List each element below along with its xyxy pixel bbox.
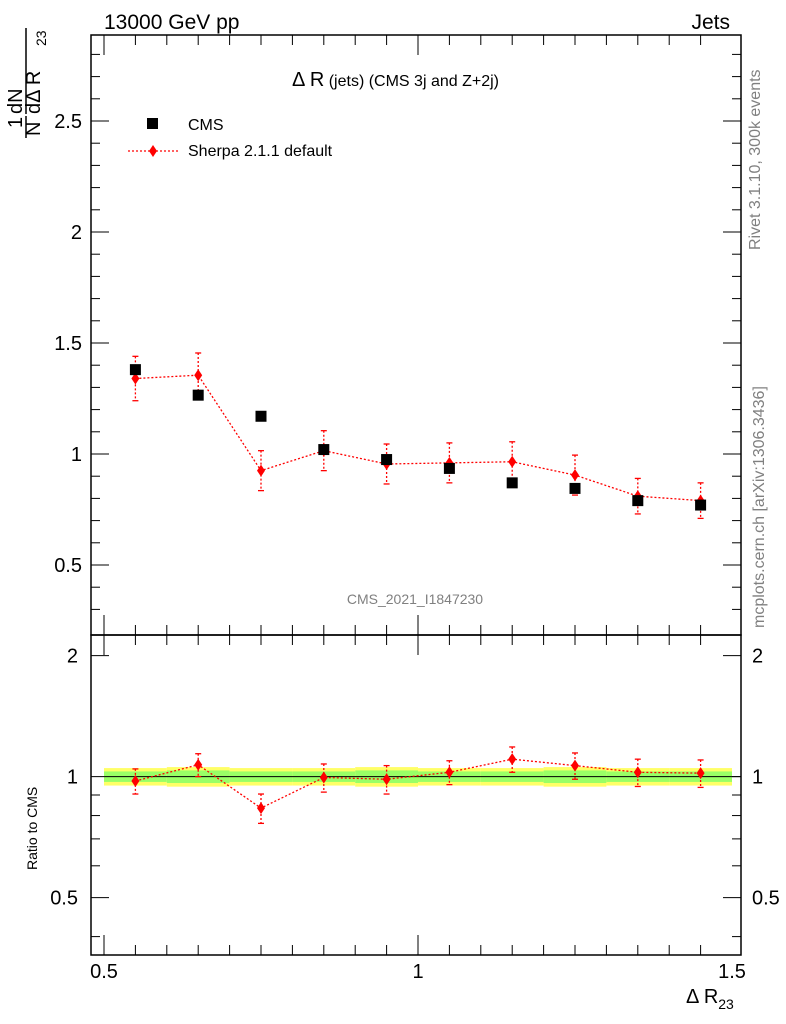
legend-cms-label: CMS	[188, 117, 224, 134]
xtick-label: 1.5	[718, 961, 746, 983]
ratio-ytick-label-right: 0.5	[752, 888, 780, 910]
legend-sherpa-label: Sherpa 2.1.1 default	[188, 143, 333, 160]
mc-connecting-line	[135, 374, 701, 502]
main-cms-series	[129, 364, 707, 511]
cms-point	[381, 454, 393, 466]
main-sherpa-series	[131, 352, 705, 520]
cms-point	[632, 495, 644, 507]
mc-point	[571, 759, 579, 772]
mcplots-label: mcplots.cern.ch [arXiv:1306.3436]	[751, 386, 768, 628]
svg-text:dN: dN	[5, 88, 27, 114]
main-ytick-label: 1.5	[54, 333, 82, 355]
cms-point	[506, 477, 518, 489]
mc-point	[445, 766, 454, 779]
header-energy: 13000 GeV pp	[104, 11, 239, 34]
mc-point	[508, 753, 517, 766]
cms-point	[569, 482, 581, 494]
ratio-ytick-label: 0.5	[50, 888, 78, 910]
ratio-sherpa-series	[131, 746, 705, 825]
mc-point	[257, 464, 265, 477]
main-axis-ticks: 0.5 1 1.5 2 2.5 0.5 1 1.5	[54, 35, 746, 983]
mc-point	[571, 469, 579, 482]
xtick-label: 0.5	[90, 961, 118, 983]
mc-point	[633, 766, 642, 779]
cms-point	[318, 444, 330, 456]
header-category: Jets	[691, 11, 730, 34]
svg-text:23: 23	[33, 30, 49, 46]
mc-point	[194, 369, 203, 382]
mc-point	[508, 455, 517, 468]
legend-cms-marker	[147, 118, 158, 129]
svg-text:N: N	[23, 122, 45, 136]
ratio-plot-frame	[90, 634, 742, 956]
main-ytick-label: 0.5	[54, 555, 82, 577]
analysis-watermark: CMS_2021_I1847230	[347, 591, 483, 607]
cms-point	[192, 389, 204, 401]
ratio-ylabel: Ratio to CMS	[24, 787, 40, 870]
main-ylabel: 1 N dN dΔ R 23	[5, 28, 49, 138]
mc-point	[319, 771, 328, 784]
xtick-label: 1	[412, 961, 423, 983]
ratio-ytick-label-right: 2	[752, 646, 763, 668]
ratio-ytick-label-right: 1	[752, 767, 763, 789]
cms-point	[443, 462, 455, 474]
mc-point	[257, 802, 265, 815]
rivet-label: Rivet 3.1.10, 300k events	[747, 69, 764, 250]
legend-sherpa-marker	[149, 145, 157, 157]
cms-point	[129, 364, 141, 376]
cms-point	[695, 499, 707, 511]
main-ytick-label: 1	[71, 444, 82, 466]
mc-point	[194, 758, 203, 771]
mc-point	[131, 372, 140, 385]
mc-connecting-line	[135, 758, 701, 809]
svg-text:1: 1	[5, 117, 27, 128]
mc-point	[131, 775, 140, 788]
mc-point	[696, 767, 705, 780]
main-ytick-label: 2.5	[54, 111, 82, 133]
ratio-ytick-label: 1	[67, 767, 78, 789]
cms-point	[255, 410, 267, 422]
ratio-axis-ticks: 0.5 0.5 1 1 2 2	[50, 646, 780, 938]
main-ytick-label: 2	[71, 222, 82, 244]
ratio-ytick-label: 2	[67, 646, 78, 668]
svg-text:dΔ R: dΔ R	[23, 71, 45, 114]
plot-title: Δ R (jets) (CMS 3j and Z+2j)	[292, 69, 499, 91]
xlabel: Δ R23	[686, 986, 734, 1012]
mc-point	[382, 773, 391, 786]
